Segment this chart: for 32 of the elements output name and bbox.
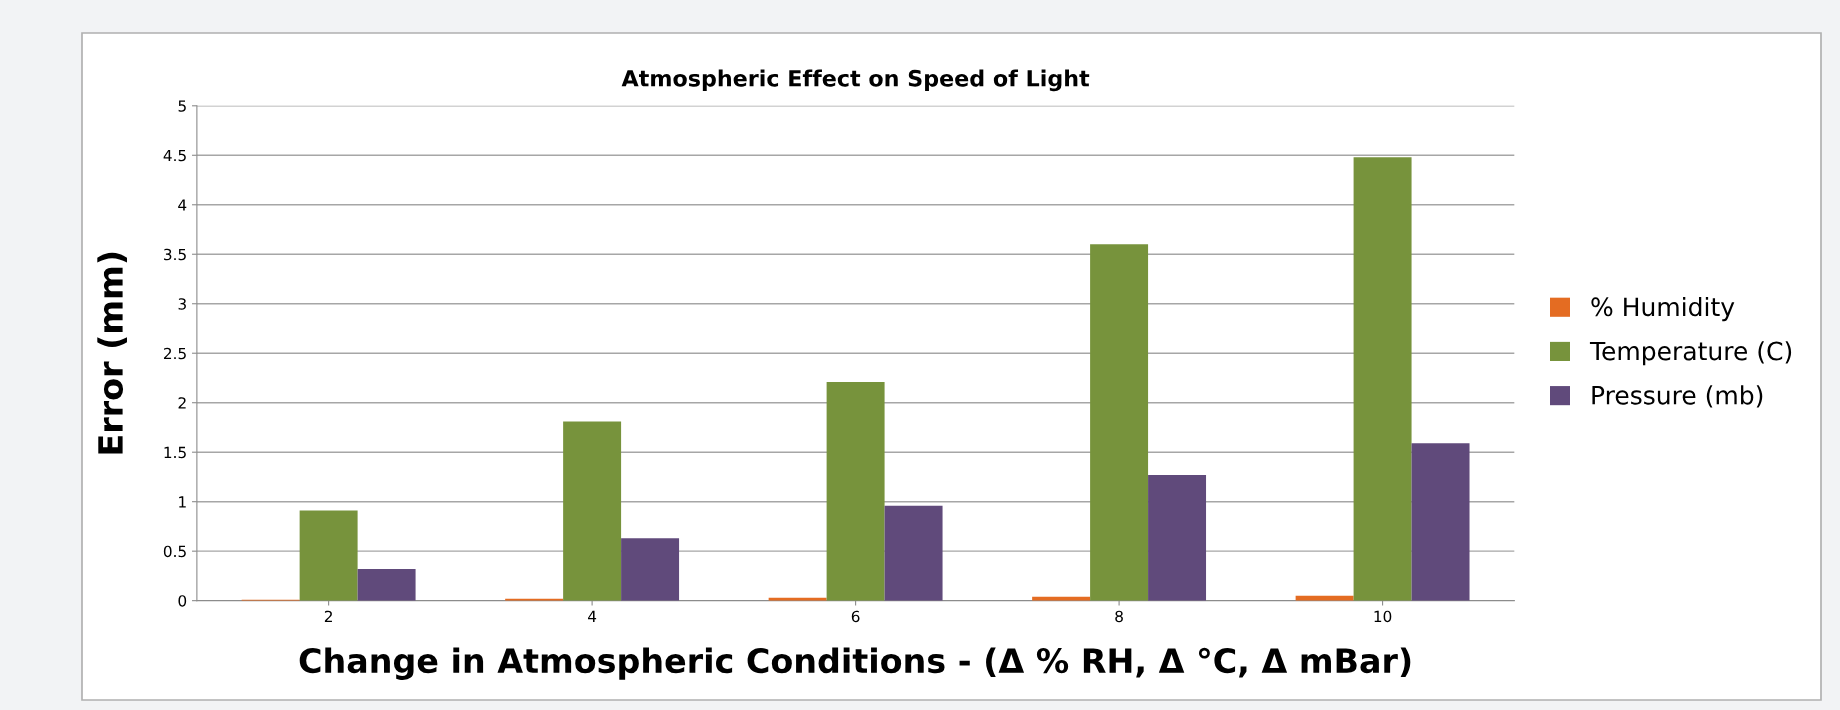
y-tick-label: 2 (178, 397, 186, 409)
legend-label: Temperature (C) (1589, 341, 1792, 366)
y-tick-label: 4.5 (163, 149, 186, 162)
legend-label: % Humidity (1591, 296, 1735, 322)
bar (1148, 474, 1207, 601)
bar (299, 510, 358, 601)
legend-label: Pressure (mb) (1592, 385, 1763, 408)
y-tick-label: 1 (179, 496, 186, 508)
y-tick-label: 1.5 (164, 446, 186, 459)
y-axis-title: Error (mm) (97, 252, 127, 454)
x-tick-label: 10 (1374, 610, 1392, 623)
bar (1090, 244, 1149, 601)
bar (1353, 157, 1412, 601)
y-tick-label: 3 (178, 298, 186, 310)
x-tick-label: 2 (324, 610, 332, 622)
bar (563, 421, 622, 601)
bar (1411, 443, 1470, 601)
y-tick-label: 2.5 (163, 347, 186, 360)
y-tick-label: 3.5 (164, 248, 186, 261)
bar (884, 505, 943, 601)
x-tick-label: 8 (1115, 610, 1123, 623)
bar (621, 538, 680, 601)
y-tick-label: 0 (178, 595, 187, 607)
x-tick-label: 4 (588, 610, 597, 622)
bar (357, 568, 416, 601)
y-tick-label: 4 (178, 199, 187, 211)
bar (826, 381, 885, 601)
x-tick-label: 6 (851, 610, 860, 623)
x-axis-title: Change in Atmospheric Conditions - (Δ % RH, Δ °C, Δ mBar) (299, 647, 1411, 680)
y-tick-label: 0.5 (163, 545, 186, 558)
y-tick-label: 5 (178, 100, 186, 112)
chart-title: Atmospheric Effect on Speed of Light (621, 69, 1090, 92)
